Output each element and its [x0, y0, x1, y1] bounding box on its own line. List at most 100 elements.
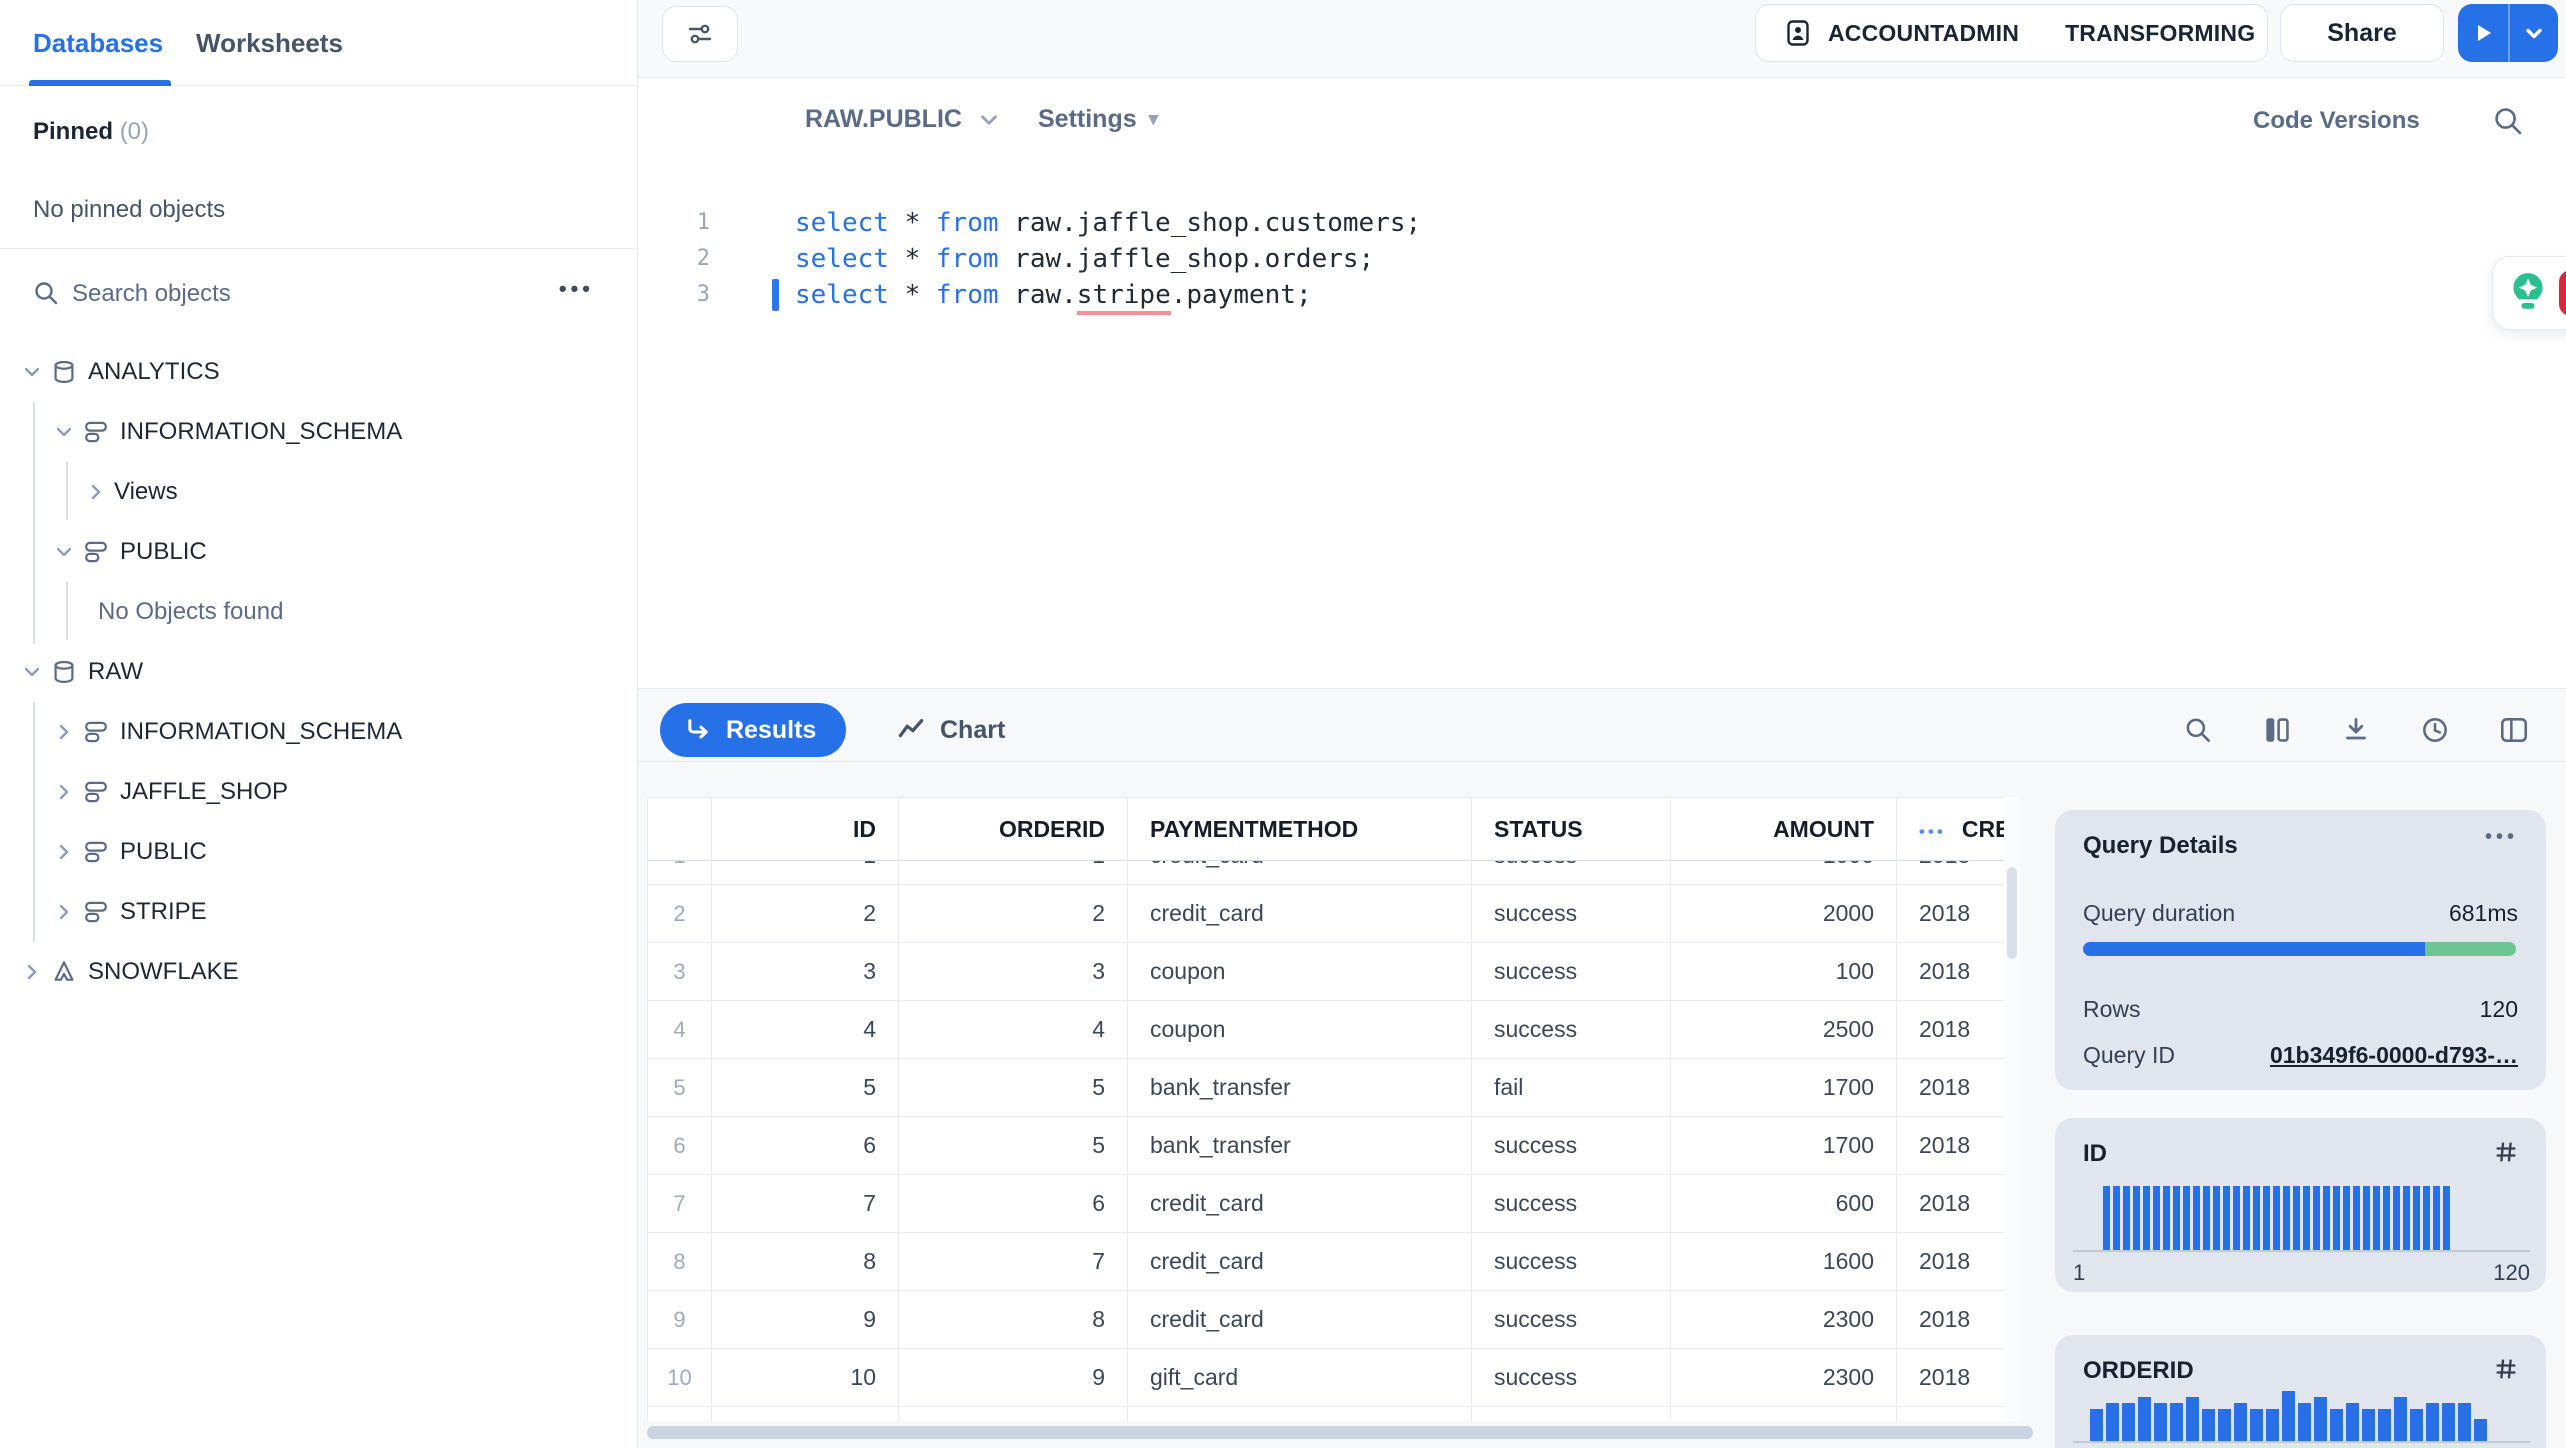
cell[interactable]: 8 [899, 1291, 1128, 1349]
tab-results[interactable]: Results [660, 703, 847, 757]
cell[interactable]: success [1472, 1175, 1671, 1233]
query-details-menu[interactable]: ••• [2484, 826, 2518, 848]
cell[interactable]: 6 [899, 1175, 1128, 1233]
col-header-status[interactable]: STATUS [1472, 798, 1671, 862]
cell[interactable]: success [1472, 1117, 1671, 1175]
cell[interactable]: 5 [899, 1117, 1128, 1175]
cell[interactable]: 8 [712, 1233, 899, 1291]
tree-item-information-schema[interactable]: INFORMATION_SCHEMA [0, 702, 638, 762]
chevron-down-icon[interactable] [52, 420, 76, 444]
row-number[interactable] [648, 1407, 712, 1421]
history-button[interactable] [2419, 714, 2451, 746]
sql-editor[interactable]: 1 select * from raw.jaffle_shop.customers… [638, 179, 2566, 688]
sidebar-more-icon[interactable]: ••• [558, 276, 594, 301]
cell[interactable]: 2018 [1897, 943, 2004, 1001]
cell[interactable]: success [1472, 943, 1671, 1001]
cell[interactable] [1472, 1407, 1671, 1421]
tree-item-jaffle-shop[interactable]: JAFFLE_SHOP [0, 762, 638, 822]
cell[interactable]: success [1472, 1291, 1671, 1349]
row-number[interactable]: 8 [648, 1233, 712, 1291]
cell[interactable]: 2300 [1671, 1291, 1897, 1349]
run-button[interactable] [2458, 4, 2508, 62]
cell[interactable]: 2018 [1897, 1001, 2004, 1059]
tree-item-stripe[interactable]: STRIPE [0, 882, 638, 942]
chevron-down-icon[interactable] [20, 660, 44, 684]
cell[interactable]: 2018 [1897, 1233, 2004, 1291]
cell[interactable]: success [1472, 1001, 1671, 1059]
cell[interactable]: 1600 [1671, 1233, 1897, 1291]
cell[interactable] [899, 1407, 1128, 1421]
cell[interactable]: 2300 [1671, 1349, 1897, 1407]
cell[interactable]: success [1472, 1349, 1671, 1407]
cell[interactable]: 10 [712, 1349, 899, 1407]
cell[interactable]: 600 [1671, 1175, 1897, 1233]
tree-item-analytics[interactable]: ANALYTICS [0, 342, 638, 402]
run-options-button[interactable] [2510, 4, 2558, 62]
cell[interactable]: credit_card [1128, 1175, 1472, 1233]
cell[interactable]: credit_card [1128, 1233, 1472, 1291]
suggestion-pill[interactable]: 1 [2492, 256, 2566, 330]
cell[interactable]: bank_transfer [1128, 1117, 1472, 1175]
cell[interactable]: 1700 [1671, 1059, 1897, 1117]
cell[interactable]: success [1472, 1233, 1671, 1291]
cell[interactable]: 2018 [1897, 1175, 2004, 1233]
object-search[interactable]: Search objects ••• [0, 266, 638, 328]
cell[interactable]: 5 [712, 1059, 899, 1117]
cell[interactable]: 2018 [1897, 885, 2004, 943]
columns-button[interactable] [2261, 714, 2293, 746]
col-header-paymentmethod[interactable]: PAYMENTMETHOD [1128, 798, 1472, 862]
chevron-down-icon[interactable] [52, 540, 76, 564]
code-versions-button[interactable]: Code Versions [2253, 107, 2420, 134]
cell[interactable]: 2018 [1897, 1349, 2004, 1407]
row-number[interactable]: 4 [648, 1001, 712, 1059]
code-line-1[interactable]: 1 select * from raw.jaffle_shop.customers… [638, 205, 2566, 241]
cell[interactable]: gift_card [1128, 1349, 1472, 1407]
cell[interactable]: 2000 [1671, 885, 1897, 943]
cell[interactable]: coupon [1128, 943, 1472, 1001]
search-results-button[interactable] [2182, 714, 2214, 746]
cell[interactable]: coupon [1128, 1001, 1472, 1059]
hash-toggle-icon[interactable] [2492, 1355, 2520, 1383]
col-header-amount[interactable]: AMOUNT [1671, 798, 1897, 862]
cell[interactable]: 9 [712, 1291, 899, 1349]
cell[interactable]: 2 [712, 885, 899, 943]
cell[interactable]: 2 [899, 885, 1128, 943]
query-id-link[interactable]: 01b349f6-0000-d793-… [2269, 1042, 2518, 1068]
cell[interactable]: 2500 [1671, 1001, 1897, 1059]
cell[interactable]: 3 [899, 943, 1128, 1001]
col-header-rownum[interactable] [648, 798, 712, 862]
tree-item-information-schema[interactable]: INFORMATION_SCHEMA [0, 402, 638, 462]
chevron-down-icon[interactable] [20, 360, 44, 384]
row-number[interactable]: 10 [648, 1349, 712, 1407]
cell[interactable]: 9 [899, 1349, 1128, 1407]
cell[interactable]: 4 [899, 1001, 1128, 1059]
cell[interactable]: 2018 [1897, 1291, 2004, 1349]
chevron-right-icon[interactable] [52, 900, 76, 924]
cell[interactable] [1897, 1407, 2004, 1421]
cell[interactable]: 5 [899, 1059, 1128, 1117]
tree-item-snowflake[interactable]: SNOWFLAKE [0, 942, 638, 1002]
settings-dropdown[interactable]: Settings ▾ [1038, 105, 1158, 134]
row-number[interactable]: 7 [648, 1175, 712, 1233]
column-menu-icon[interactable]: ••• [1919, 822, 1946, 841]
split-panel-button[interactable] [2498, 714, 2530, 746]
row-number[interactable]: 9 [648, 1291, 712, 1349]
tab-chart[interactable]: Chart [896, 703, 1005, 757]
table-horizontal-scrollbar[interactable] [647, 1426, 2033, 1439]
tree-item-views[interactable]: Views [0, 462, 638, 522]
cell[interactable] [1671, 1407, 1897, 1421]
col-header-orderid[interactable]: ORDERID [899, 798, 1128, 862]
cell[interactable]: 2018 [1897, 1117, 2004, 1175]
col-header-created[interactable]: ••• CREATED [1897, 798, 2004, 862]
cell[interactable]: success [1472, 885, 1671, 943]
cell[interactable]: 4 [712, 1001, 899, 1059]
cell[interactable]: 6 [712, 1117, 899, 1175]
row-number[interactable]: 2 [648, 885, 712, 943]
code-line-2[interactable]: 2 select * from raw.jaffle_shop.orders; [638, 241, 2566, 277]
chevron-right-icon[interactable] [52, 720, 76, 744]
editor-search-button[interactable] [2490, 103, 2526, 139]
cell[interactable]: credit_card [1128, 885, 1472, 943]
chevron-right-icon[interactable] [84, 480, 108, 504]
scrollbar-thumb[interactable] [2007, 867, 2017, 959]
cell[interactable]: 1700 [1671, 1117, 1897, 1175]
